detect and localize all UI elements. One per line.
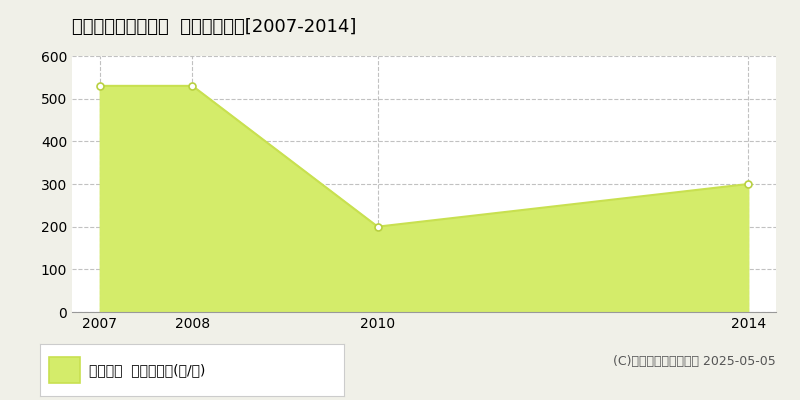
Point <box>94 83 106 89</box>
Point <box>742 181 754 187</box>
Text: 寿都郡黒松内町豊幌  林地価格推移[2007-2014]: 寿都郡黒松内町豊幌 林地価格推移[2007-2014] <box>72 18 356 36</box>
Text: (C)土地価格ドットコム 2025-05-05: (C)土地価格ドットコム 2025-05-05 <box>614 355 776 368</box>
Text: 林地価格  平均坪単価(円/坪): 林地価格 平均坪単価(円/坪) <box>89 363 205 377</box>
Point <box>186 83 199 89</box>
Bar <box>49 357 79 383</box>
Point <box>371 224 384 230</box>
